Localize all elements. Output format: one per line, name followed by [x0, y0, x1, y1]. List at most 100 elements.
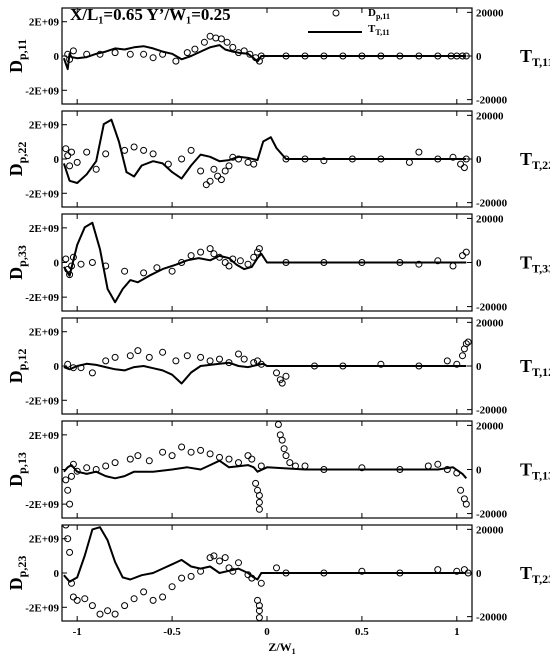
scatter-point	[459, 252, 466, 260]
scatter-point	[178, 574, 186, 582]
scatter-point	[130, 143, 138, 151]
scatter-point	[255, 614, 263, 621]
scatter-point	[68, 148, 75, 156]
left-tick-label: 2E+09	[29, 223, 60, 235]
scatter-point	[64, 152, 72, 160]
left-tick-label: -2E+09	[25, 292, 59, 304]
right-axis-label-sub: T,23	[532, 572, 550, 586]
right-axis-label-main: T	[520, 563, 532, 583]
legend-scatter-main: D	[368, 7, 376, 19]
left-axis-label-sub: p,13	[15, 452, 29, 474]
scatter-point	[206, 245, 214, 253]
panel-4-plot-area	[63, 338, 472, 387]
scatter-point	[210, 552, 218, 560]
scatter-point	[225, 455, 233, 463]
left-axis-label-sub: p,23	[15, 556, 29, 578]
scatter-point	[121, 267, 129, 275]
scatter-point	[62, 476, 70, 484]
right-axis-label-main: T	[520, 46, 532, 66]
left-axis-label-main: D	[6, 474, 26, 487]
scatter-point	[73, 596, 81, 604]
legend-scatter-sub: p,11	[376, 12, 390, 21]
x-axis-label: Z/W1	[268, 640, 295, 656]
scatter-point	[140, 588, 148, 596]
left-tick-label: 0	[54, 465, 60, 477]
scatter-point	[64, 535, 72, 543]
scatter-point	[102, 150, 110, 158]
scatter-point	[178, 259, 186, 266]
scatter-point	[191, 45, 199, 53]
scatter-point	[248, 455, 256, 463]
right-tick-label: 20000	[476, 420, 504, 432]
scatter-point	[149, 596, 157, 604]
x-tick-label: 1	[454, 626, 460, 638]
scatter-point	[88, 369, 96, 377]
right-tick-label: 0	[476, 465, 482, 477]
left-axis-label: Dp,13	[6, 452, 29, 487]
left-axis-label-sub: p,22	[15, 142, 29, 164]
right-tick-label: -20000	[476, 509, 508, 521]
right-axis-label-sub: T,13	[532, 469, 550, 483]
scatter-point	[235, 559, 242, 567]
left-axis-label-main: D	[6, 577, 26, 590]
figure-title: X/L₁=0.65 Y’/W₁=0.25	[70, 5, 231, 24]
scatter-point	[92, 165, 100, 173]
scatter-point	[236, 257, 244, 265]
scatter-point	[83, 464, 91, 472]
scatter-point	[69, 47, 77, 55]
right-tick-label: -20000	[476, 612, 508, 624]
right-axis-label-sub: T,11	[532, 55, 550, 69]
scatter-point	[252, 479, 260, 487]
scatter-point	[96, 610, 104, 618]
scatter-point	[216, 557, 223, 565]
scatter-point	[64, 360, 72, 368]
left-tick-label: -2E+09	[25, 188, 59, 200]
left-tick-label: -2E+09	[25, 499, 59, 511]
scatter-point	[250, 160, 258, 168]
x-axis-label-main: Z/W	[268, 640, 291, 654]
scatter-point	[434, 257, 442, 265]
legend-line-label: TT,11	[368, 23, 390, 37]
scatter-point	[126, 352, 134, 360]
scatter-point	[255, 602, 263, 610]
scatter-point	[145, 353, 153, 361]
scatter-point	[255, 498, 263, 506]
left-tick-label: 2E+09	[29, 120, 60, 132]
scatter-point	[206, 450, 214, 458]
scatter-point	[164, 160, 172, 168]
scatter-point	[250, 253, 258, 261]
scatter-point	[153, 264, 161, 272]
scatter-point	[64, 486, 72, 494]
series-line	[63, 221, 467, 304]
scatter-point	[134, 452, 142, 460]
scatter-point	[206, 554, 214, 562]
scatter-point	[83, 148, 91, 156]
right-axis-label-main: T	[520, 253, 532, 273]
scatter-point	[178, 155, 186, 163]
left-tick-label: 0	[54, 154, 60, 166]
scatter-point	[257, 579, 265, 587]
scatter-point	[221, 554, 229, 562]
scatter-point	[102, 462, 110, 470]
scatter-point	[225, 162, 233, 170]
scatter-point	[111, 49, 119, 57]
panel-1-plot-area	[62, 32, 470, 71]
x-tick-label: 0.5	[355, 626, 369, 638]
scatter-point	[244, 452, 252, 460]
left-tick-label: 0	[54, 258, 60, 270]
scatter-point	[69, 364, 77, 372]
scatter-point	[457, 160, 465, 168]
scatter-point	[121, 602, 129, 610]
scatter-point	[168, 267, 176, 275]
scatter-point	[254, 248, 261, 256]
scatter-point	[187, 146, 195, 154]
right-axis-label: TT,22	[520, 149, 550, 172]
scatter-point	[273, 369, 280, 377]
scatter-point	[217, 176, 225, 184]
scatter-point	[104, 607, 112, 615]
scatter-point	[111, 610, 119, 618]
scatter-point	[460, 164, 468, 172]
panel-3: 2E+09 0 -2E+09 20000 0 -20000 Dp,33 TT,33	[6, 213, 550, 314]
